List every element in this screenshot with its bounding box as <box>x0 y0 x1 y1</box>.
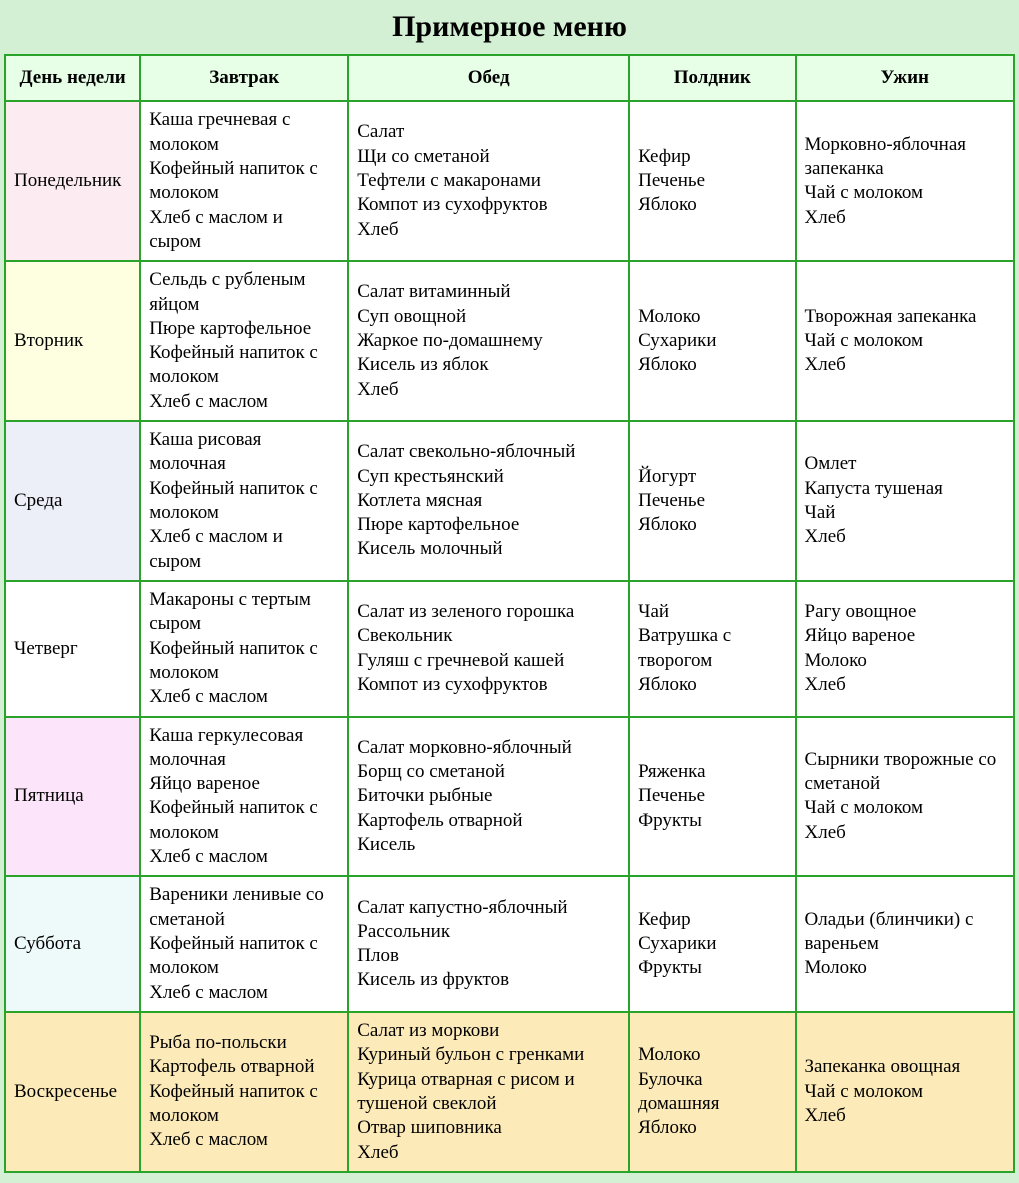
table-row: СредаКаша рисовая молочнаяКофейный напит… <box>5 421 1014 581</box>
dinner-cell: Рагу овощноеЯйцо вареноеМолокоХлеб <box>796 581 1014 717</box>
breakfast-cell: Макароны с тертым сыромКофейный напиток … <box>140 581 348 717</box>
dinner-cell: Творожная запеканкаЧай с молокомХлеб <box>796 261 1014 421</box>
day-cell: Четверг <box>5 581 140 717</box>
breakfast-cell: Каша рисовая молочнаяКофейный напиток с … <box>140 421 348 581</box>
page-title: Примерное меню <box>4 10 1015 44</box>
lunch-cell: Салат морковно-яблочныйБорщ со сметанойБ… <box>348 717 629 877</box>
dinner-cell: Запеканка овощнаяЧай с молокомХлеб <box>796 1012 1014 1172</box>
lunch-cell: Салат свекольно-яблочныйСуп крестьянский… <box>348 421 629 581</box>
col-header-lunch: Обед <box>348 55 629 101</box>
dinner-cell: Морковно-яблочная запеканкаЧай с молоком… <box>796 101 1014 261</box>
col-header-day: День недели <box>5 55 140 101</box>
day-cell: Пятница <box>5 717 140 877</box>
menu-table: День недели Завтрак Обед Полдник Ужин По… <box>4 54 1015 1173</box>
dinner-cell: ОмлетКапуста тушенаяЧайХлеб <box>796 421 1014 581</box>
snack-cell: МолокоСухарикиЯблоко <box>629 261 795 421</box>
table-body: ПонедельникКаша гречневая с молокомКофей… <box>5 101 1014 1172</box>
col-header-breakfast: Завтрак <box>140 55 348 101</box>
snack-cell: КефирСухарикиФрукты <box>629 876 795 1012</box>
table-head: День недели Завтрак Обед Полдник Ужин <box>5 55 1014 101</box>
day-cell: Суббота <box>5 876 140 1012</box>
snack-cell: КефирПеченьеЯблоко <box>629 101 795 261</box>
dinner-cell: Оладьи (блинчики) с вареньемМолоко <box>796 876 1014 1012</box>
breakfast-cell: Каша гречневая с молокомКофейный напиток… <box>140 101 348 261</box>
col-header-dinner: Ужин <box>796 55 1014 101</box>
snack-cell: РяженкаПеченьеФрукты <box>629 717 795 877</box>
snack-cell: ЙогуртПеченьеЯблоко <box>629 421 795 581</box>
day-cell: Вторник <box>5 261 140 421</box>
day-cell: Понедельник <box>5 101 140 261</box>
day-cell: Среда <box>5 421 140 581</box>
table-row: ПонедельникКаша гречневая с молокомКофей… <box>5 101 1014 261</box>
lunch-cell: СалатЩи со сметанойТефтели с макаронамиК… <box>348 101 629 261</box>
dinner-cell: Сырники творожные со сметанойЧай с молок… <box>796 717 1014 877</box>
lunch-cell: Салат витаминныйСуп овощнойЖаркое по-дом… <box>348 261 629 421</box>
lunch-cell: Салат капустно-яблочныйРассольникПловКис… <box>348 876 629 1012</box>
snack-cell: МолокоБулочка домашняяЯблоко <box>629 1012 795 1172</box>
table-row: ВторникСельдь с рубленым яйцомПюре карто… <box>5 261 1014 421</box>
lunch-cell: Салат из зеленого горошкаСвекольникГуляш… <box>348 581 629 717</box>
table-row: ВоскресеньеРыба по-польскиКартофель отва… <box>5 1012 1014 1172</box>
page-wrap: Примерное меню День недели Завтрак Обед … <box>0 0 1019 1183</box>
breakfast-cell: Рыба по-польскиКартофель отварнойКофейны… <box>140 1012 348 1172</box>
table-row: ПятницаКаша геркулесовая молочнаяЯйцо ва… <box>5 717 1014 877</box>
header-row: День недели Завтрак Обед Полдник Ужин <box>5 55 1014 101</box>
snack-cell: ЧайВатрушка с творогомЯблоко <box>629 581 795 717</box>
breakfast-cell: Вареники ленивые со сметанойКофейный нап… <box>140 876 348 1012</box>
breakfast-cell: Сельдь с рубленым яйцомПюре картофельное… <box>140 261 348 421</box>
col-header-snack: Полдник <box>629 55 795 101</box>
table-row: ЧетвергМакароны с тертым сыромКофейный н… <box>5 581 1014 717</box>
table-row: СубботаВареники ленивые со сметанойКофей… <box>5 876 1014 1012</box>
day-cell: Воскресенье <box>5 1012 140 1172</box>
lunch-cell: Салат из морковиКуриный бульон с гренкам… <box>348 1012 629 1172</box>
breakfast-cell: Каша геркулесовая молочнаяЯйцо вареноеКо… <box>140 717 348 877</box>
